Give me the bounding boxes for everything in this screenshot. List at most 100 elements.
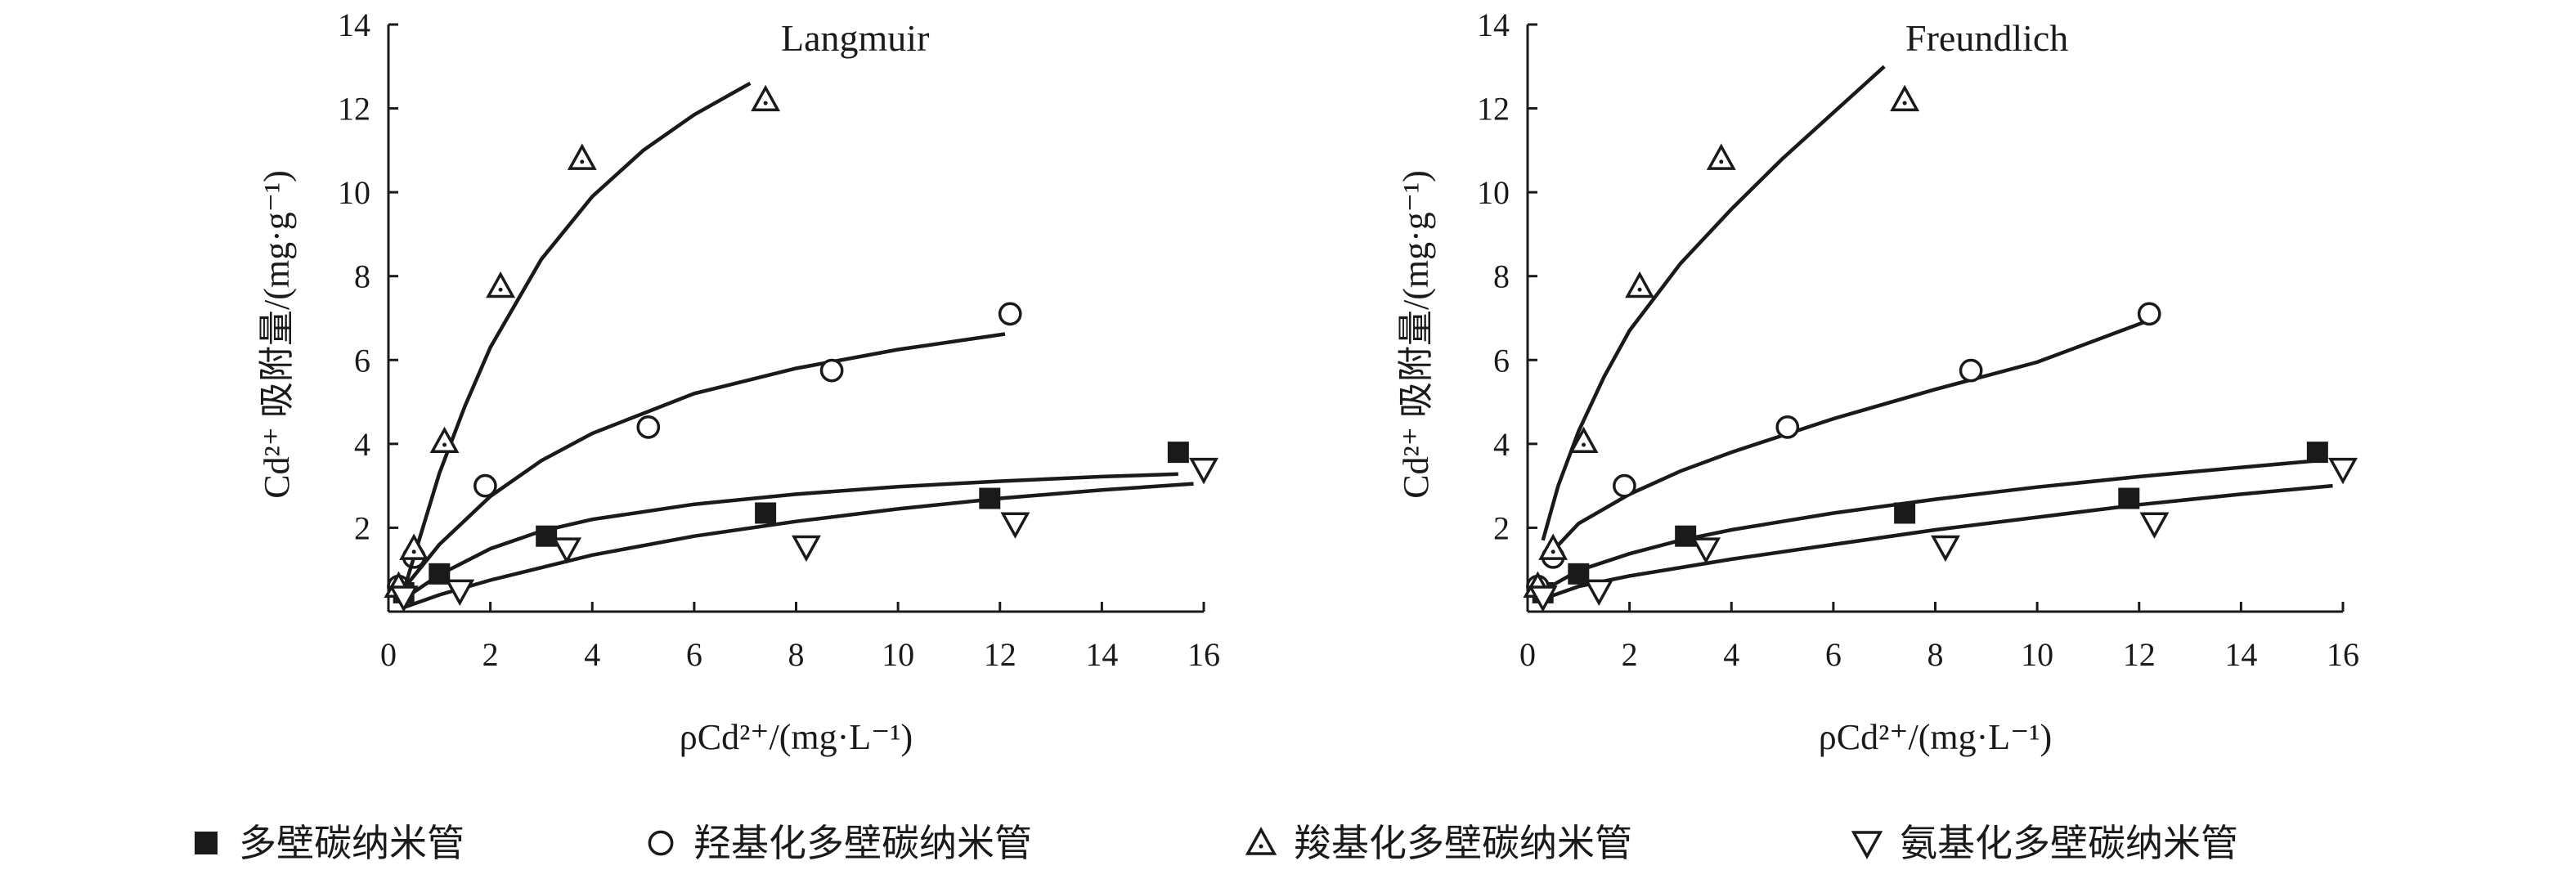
x-tick-label: 0 <box>1519 636 1536 673</box>
data-point-oh <box>473 473 497 498</box>
x-tick-label: 6 <box>1825 636 1842 673</box>
series-cooh <box>384 81 781 598</box>
data-point-nh2 <box>1584 579 1614 606</box>
model-label: Freundlich <box>1905 17 2068 59</box>
y-tick-label: 4 <box>354 426 370 463</box>
data-point-mwcnt <box>755 502 777 524</box>
y-tick-label: 14 <box>1477 7 1510 43</box>
legend-marker-nh2 <box>1851 831 1883 859</box>
data-point-mwcnt <box>1167 442 1189 464</box>
fit-curve-cooh <box>1541 65 1886 541</box>
y-tick-label: 8 <box>1493 258 1510 295</box>
data-point-nh2 <box>2328 457 2358 485</box>
data-point-cooh <box>567 143 597 170</box>
data-point-nh2 <box>445 579 475 606</box>
data-point-oh <box>1613 473 1636 498</box>
data-point-cooh <box>751 84 781 112</box>
series-nh2 <box>388 457 1218 612</box>
data-point-mwcnt <box>1568 563 1590 585</box>
data-point-nh2 <box>552 537 582 564</box>
data-point-oh <box>1959 358 1983 383</box>
y-tick-label: 10 <box>338 174 370 211</box>
x-tick-label: 16 <box>1187 636 1220 673</box>
x-tick-label: 8 <box>1928 636 1944 673</box>
legend-label-nh2: 氨基化多壁碳纳米管 <box>1900 821 2238 865</box>
data-point-cooh <box>1568 426 1599 454</box>
fit-curve-oh <box>402 332 1006 590</box>
data-point-nh2 <box>791 535 821 563</box>
y-tick-label: 6 <box>354 342 370 379</box>
data-point-nh2 <box>1189 457 1218 485</box>
series-cooh <box>1523 65 1920 598</box>
x-tick-label: 2 <box>482 636 499 673</box>
data-point-nh2 <box>1691 537 1721 564</box>
model-label: Langmuir <box>781 17 929 59</box>
y-tick-label: 6 <box>1493 342 1510 379</box>
x-tick-label: 2 <box>1622 636 1638 673</box>
data-point-oh <box>2137 302 2161 326</box>
series-mwcnt <box>1532 442 2328 603</box>
y-tick-label: 14 <box>338 7 370 43</box>
legend: 多壁碳纳米管 羟基化多壁碳纳米管 羧基化多壁碳纳米管 氨基化多壁碳纳米管 <box>195 821 2238 865</box>
x-tick-label: 14 <box>2224 636 2257 673</box>
y-tick-label: 4 <box>1493 426 1510 463</box>
y-axis-title: Cd²⁺ 吸附量/(mg·g⁻¹) <box>1396 170 1436 499</box>
legend-item-mwcnt: 多壁碳纳米管 <box>195 821 464 865</box>
legend-marker-oh <box>648 830 674 856</box>
data-point-mwcnt <box>2306 442 2328 464</box>
legend-label-mwcnt: 多壁碳纳米管 <box>239 821 464 865</box>
x-axis-title: ρCd²⁺/(mg·L⁻¹) <box>680 717 913 757</box>
data-point-cooh <box>1890 84 1920 112</box>
data-point-oh <box>636 415 661 439</box>
data-point-nh2 <box>1528 585 1558 612</box>
fit-curve-mwcnt <box>1542 459 2318 593</box>
legend-marker-mwcnt <box>195 832 218 854</box>
x-tick-label: 12 <box>2123 636 2156 673</box>
y-tick-label: 2 <box>1493 509 1510 546</box>
x-tick-label: 14 <box>1085 636 1118 673</box>
data-point-cooh <box>1625 271 1655 298</box>
data-point-nh2 <box>1000 512 1030 539</box>
data-point-nh2 <box>388 585 419 612</box>
data-point-nh2 <box>2139 512 2170 539</box>
x-tick-label: 0 <box>380 636 397 673</box>
x-tick-label: 10 <box>882 636 914 673</box>
data-point-mwcnt <box>536 525 558 547</box>
y-axis-title: Cd²⁺ 吸附量/(mg·g⁻¹) <box>257 170 297 499</box>
data-point-oh <box>998 302 1022 326</box>
x-tick-label: 4 <box>584 636 600 673</box>
legend-label-cooh: 羧基化多壁碳纳米管 <box>1294 821 1632 865</box>
x-axis-title: ρCd²⁺/(mg·L⁻¹) <box>1819 717 2052 757</box>
y-tick-label: 2 <box>354 509 370 546</box>
legend-item-nh2: 氨基化多壁碳纳米管 <box>1851 821 2238 865</box>
data-point-cooh <box>1706 143 1736 170</box>
legend-item-oh: 羟基化多壁碳纳米管 <box>648 821 1032 865</box>
chart-panel-2: 0 2 4 6 8 10 12 14 16 2 4 6 8 10 12 14 Cd²⁺ 吸附量/(mg·g⁻¹)… <box>1396 7 2359 757</box>
data-point-mwcnt <box>1675 525 1697 547</box>
data-point-oh <box>1775 415 1800 439</box>
legend-item-cooh: 羧基化多壁碳纳米管 <box>1245 821 1632 865</box>
y-tick-label: 12 <box>338 91 370 128</box>
data-point-nh2 <box>1930 535 1960 563</box>
series-oh <box>1526 302 2161 599</box>
y-tick-label: 12 <box>1477 91 1510 128</box>
data-point-cooh <box>486 271 516 298</box>
x-tick-label: 16 <box>2327 636 2359 673</box>
series-nh2 <box>1528 457 2358 612</box>
data-point-cooh <box>399 533 429 560</box>
fit-curve-oh <box>1542 318 2150 563</box>
x-tick-label: 4 <box>1723 636 1739 673</box>
fit-curve-mwcnt <box>402 472 1178 601</box>
data-point-cooh <box>1538 533 1568 560</box>
x-tick-label: 12 <box>984 636 1016 673</box>
data-point-oh <box>819 358 844 383</box>
y-tick-label: 10 <box>1477 174 1510 211</box>
chart-panel-1: 0 2 4 6 8 10 12 14 16 2 4 6 8 10 12 14 Cd²⁺ 吸附量/(mg·g⁻¹)… <box>257 7 1220 757</box>
fit-curve-cooh <box>402 81 752 592</box>
x-tick-label: 6 <box>686 636 702 673</box>
x-tick-label: 10 <box>2021 636 2053 673</box>
data-point-cooh <box>429 426 460 454</box>
legend-label-oh: 羟基化多壁碳纳米管 <box>693 821 1032 865</box>
x-tick-label: 8 <box>788 636 805 673</box>
